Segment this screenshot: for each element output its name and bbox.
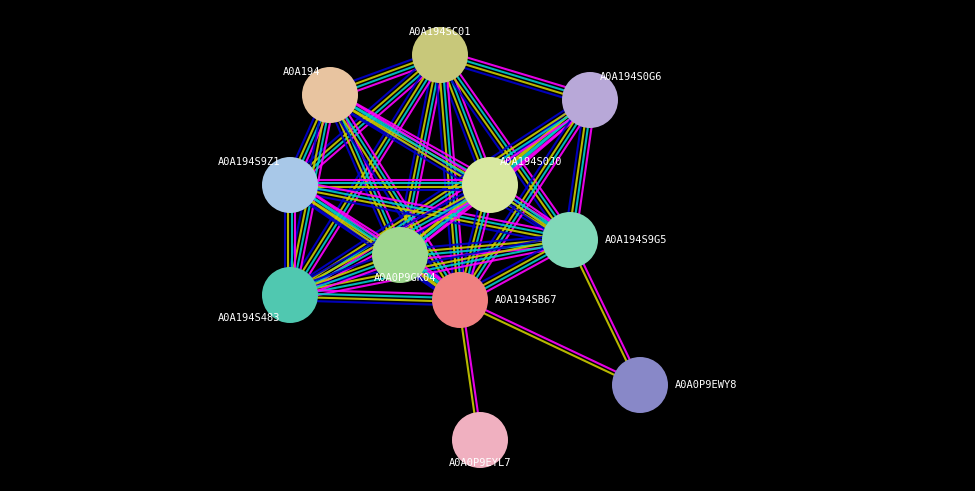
Circle shape	[412, 27, 468, 83]
Circle shape	[262, 157, 318, 213]
Text: A0A194SB67: A0A194SB67	[495, 295, 558, 305]
Circle shape	[462, 157, 518, 213]
Circle shape	[542, 212, 598, 268]
Text: A0A0P9EWY8: A0A0P9EWY8	[675, 380, 737, 390]
Circle shape	[262, 267, 318, 323]
Text: A0A194S9Z1: A0A194S9Z1	[217, 157, 280, 167]
Text: A0A194S0G6: A0A194S0G6	[600, 72, 662, 82]
Circle shape	[562, 72, 618, 128]
Circle shape	[302, 67, 358, 123]
Text: A0A194S0J0: A0A194S0J0	[500, 157, 563, 167]
Circle shape	[432, 272, 488, 328]
Text: A0A194: A0A194	[283, 67, 320, 77]
Circle shape	[452, 412, 508, 468]
Text: A0A194S483: A0A194S483	[217, 313, 280, 323]
Circle shape	[612, 357, 668, 413]
Circle shape	[372, 227, 428, 283]
Text: A0A194S9G5: A0A194S9G5	[605, 235, 668, 245]
Text: A0A0P9EYL7: A0A0P9EYL7	[448, 458, 511, 468]
Text: A0A0P9GK04: A0A0P9GK04	[373, 273, 436, 283]
Text: A0A194SC01: A0A194SC01	[409, 27, 471, 37]
